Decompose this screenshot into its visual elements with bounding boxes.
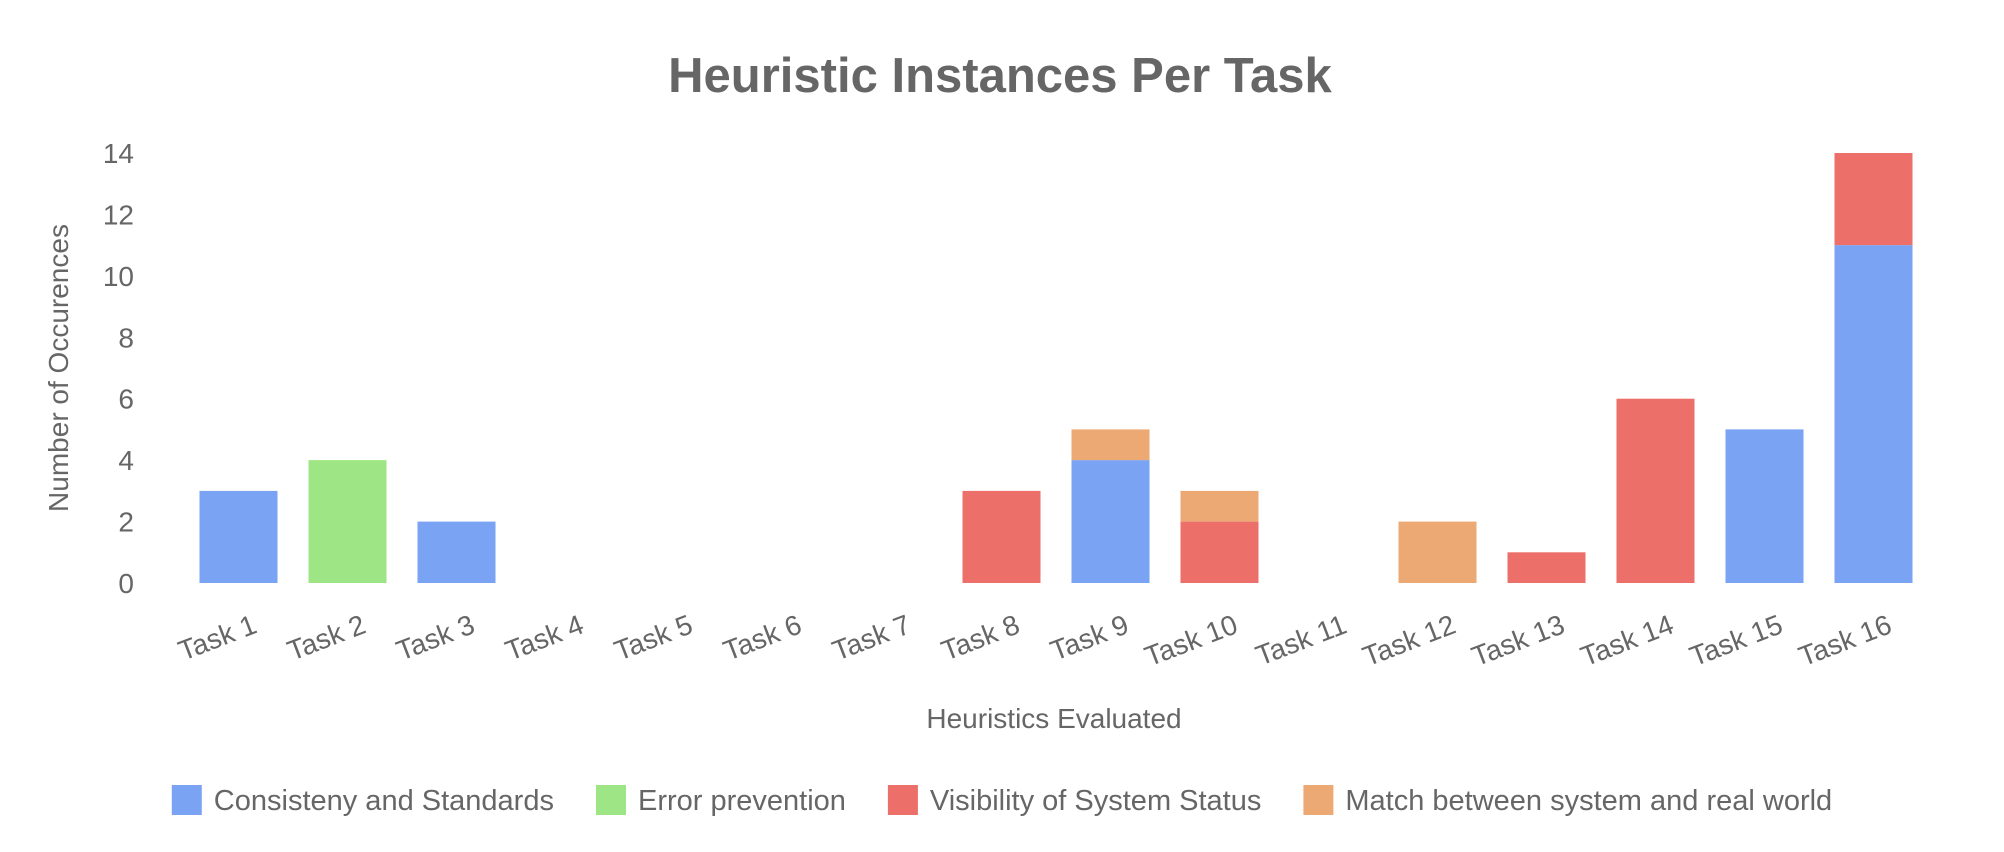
bar-segment bbox=[308, 460, 387, 583]
x-tick-label: Task 3 bbox=[392, 609, 479, 667]
legend-label: Match between system and real world bbox=[1345, 785, 1832, 817]
x-axis-ticks: Task 1 Task 2 Task 3 Task 4 Task 5 Task 6 Task… bbox=[174, 609, 1896, 673]
chart-title: Heuristic Instances Per Task bbox=[668, 49, 1332, 103]
legend-label: Visibility of System Status bbox=[930, 785, 1261, 817]
x-tick-label: Task 5 bbox=[610, 609, 697, 667]
legend: Consisteny and Standards Error prevention… bbox=[171, 785, 1832, 817]
legend-swatch bbox=[887, 785, 918, 815]
x-tick-label: Task 4 bbox=[501, 609, 588, 667]
x-tick-label: Task 6 bbox=[719, 609, 806, 667]
bar-segment bbox=[1398, 521, 1477, 583]
x-tick-label: Task 2 bbox=[283, 609, 370, 667]
x-tick-label: Task 9 bbox=[1046, 609, 1133, 667]
bar-segment bbox=[417, 521, 496, 583]
bars-group bbox=[199, 153, 1913, 583]
y-tick-label: 6 bbox=[118, 384, 134, 415]
bar-segment bbox=[1180, 490, 1259, 522]
legend-label: Error prevention bbox=[638, 785, 846, 817]
x-tick-label: Task 8 bbox=[937, 609, 1024, 667]
bar-segment bbox=[1616, 398, 1695, 583]
legend-swatch bbox=[171, 785, 202, 815]
x-tick-label: Task 12 bbox=[1358, 609, 1459, 673]
bar-segment bbox=[962, 490, 1041, 583]
y-tick-label: 2 bbox=[118, 507, 134, 538]
bar-segment bbox=[1507, 552, 1586, 583]
x-tick-label: Task 1 bbox=[174, 609, 261, 667]
legend-swatch bbox=[1303, 785, 1334, 815]
x-tick-label: Task 13 bbox=[1467, 609, 1568, 673]
x-tick-label: Task 15 bbox=[1685, 609, 1786, 673]
y-axis-label: Number of Occurences bbox=[43, 224, 74, 512]
bar-segment bbox=[1834, 153, 1913, 246]
y-tick-label: 14 bbox=[103, 138, 134, 169]
x-tick-label: Task 7 bbox=[828, 609, 915, 667]
bar-segment bbox=[1180, 521, 1259, 583]
x-axis-label: Heuristics Evaluated bbox=[926, 703, 1181, 734]
x-tick-label: Task 14 bbox=[1576, 609, 1677, 673]
x-tick-label: Task 11 bbox=[1251, 609, 1350, 672]
x-tick-label: Task 10 bbox=[1140, 609, 1241, 673]
y-tick-label: 8 bbox=[118, 322, 134, 353]
bar-segment bbox=[1834, 245, 1913, 583]
bar-segment bbox=[199, 490, 278, 583]
bar-segment bbox=[1071, 429, 1150, 461]
y-tick-label: 4 bbox=[118, 445, 134, 476]
bar-segment bbox=[1725, 429, 1804, 583]
y-tick-label: 10 bbox=[103, 261, 134, 292]
bar-segment bbox=[1071, 460, 1150, 583]
legend-swatch bbox=[596, 785, 626, 815]
y-tick-label: 12 bbox=[103, 199, 134, 230]
y-axis-ticks: 0 2 4 6 8 10 12 14 bbox=[103, 138, 134, 599]
x-tick-label: Task 16 bbox=[1794, 609, 1895, 673]
y-tick-label: 0 bbox=[118, 568, 134, 599]
legend-label: Consisteny and Standards bbox=[214, 785, 554, 817]
